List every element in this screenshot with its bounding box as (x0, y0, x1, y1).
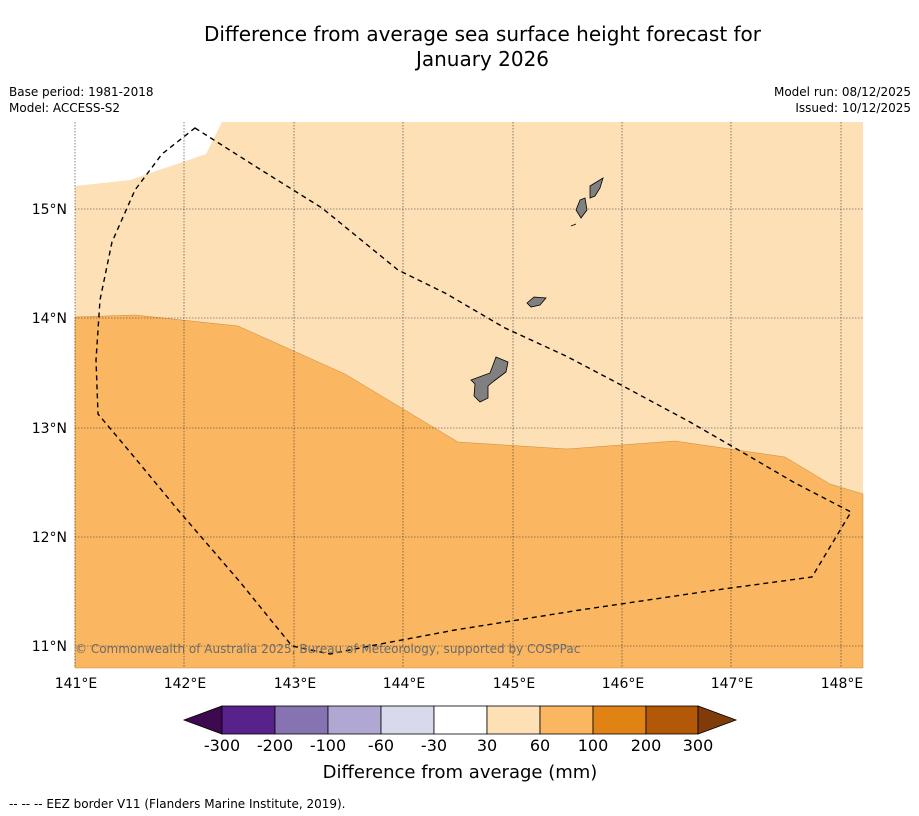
colorbar-bin-6 (486, 705, 541, 735)
colorbar-label-10: 300 (683, 736, 714, 755)
colorbar-bin-2 (274, 705, 329, 735)
anomaly-band-neutral (75, 122, 222, 186)
colorbar-extend-low (182, 705, 223, 735)
copyright-text: © Commonwealth of Australia 2025, Bureau… (75, 642, 580, 656)
land (470, 177, 604, 403)
colorbar-bin-9 (645, 705, 699, 735)
anomaly-band-60-100 (74, 314, 864, 669)
lat-tick-15: 15°N (32, 202, 67, 218)
colorbar-label-4: -60 (368, 736, 394, 755)
base-period-text: Base period: 1981-2018 (9, 85, 154, 99)
lon-tick-145: 145°E (493, 676, 536, 692)
colorbar: -300 -200 -100 -60 -30 30 60 100 200 300… (182, 705, 738, 783)
colorbar-label-3: -100 (310, 736, 346, 755)
colorbar-bin-8 (592, 705, 647, 735)
tinian-island (575, 197, 588, 219)
eez-legend-note: -- -- -- EEZ border V11 (Flanders Marine… (9, 797, 346, 811)
lat-tick-labels: 15°N 14°N 13°N 12°N 11°N (32, 202, 67, 655)
saipan-island (589, 177, 604, 199)
eez-border (95, 127, 852, 655)
title-line-2: January 2026 (415, 47, 550, 71)
lon-tick-147: 147°E (711, 676, 754, 692)
lat-tick-13: 13°N (32, 421, 67, 437)
colorbar-bin-1 (221, 705, 276, 735)
lon-tick-142: 142°E (164, 676, 207, 692)
model-text: Model: ACCESS-S2 (9, 101, 121, 115)
lat-tick-14: 14°N (32, 311, 67, 327)
lon-tick-144: 144°E (383, 676, 426, 692)
colorbar-title: Difference from average (mm) (323, 762, 598, 783)
colorbar-bin-3 (327, 705, 382, 735)
lat-tick-11: 11°N (32, 639, 67, 655)
issued-text: Issued: 10/12/2025 (795, 101, 911, 115)
model-run-text: Model run: 08/12/2025 (773, 85, 911, 99)
guam-island (470, 356, 509, 403)
lon-tick-146: 146°E (602, 676, 645, 692)
lat-tick-12: 12°N (32, 530, 67, 546)
colorbar-bin-5 (433, 705, 488, 735)
run-info: Model run: 08/12/2025 Issued: 10/12/2025 (774, 84, 911, 116)
lon-tick-148: 148°E (821, 676, 864, 692)
lon-tick-143: 143°E (274, 676, 317, 692)
colorbar-label-6: 30 (477, 736, 497, 755)
aguijan-island (570, 223, 577, 227)
colorbar-bin-4 (380, 705, 435, 735)
colorbar-label-1: -300 (204, 736, 240, 755)
map-title: Difference from average sea surface heig… (0, 22, 919, 72)
rota-island (526, 296, 547, 308)
lon-tick-labels: 141°E 142°E 143°E 144°E 145°E 146°E 147°… (55, 676, 864, 692)
colorbar-label-7: 60 (530, 736, 550, 755)
colorbar-bin-7 (539, 705, 594, 735)
colorbar-extend-high (697, 705, 738, 735)
model-info: Base period: 1981-2018 Model: ACCESS-S2 (9, 84, 154, 116)
colorbar-label-8: 100 (578, 736, 609, 755)
colorbar-label-9: 200 (631, 736, 662, 755)
colorbar-label-5: -30 (421, 736, 447, 755)
title-line-1: Difference from average sea surface heig… (203, 22, 762, 46)
colorbar-label-2: -200 (257, 736, 293, 755)
graticule (74, 122, 863, 668)
lon-tick-141: 141°E (55, 676, 98, 692)
